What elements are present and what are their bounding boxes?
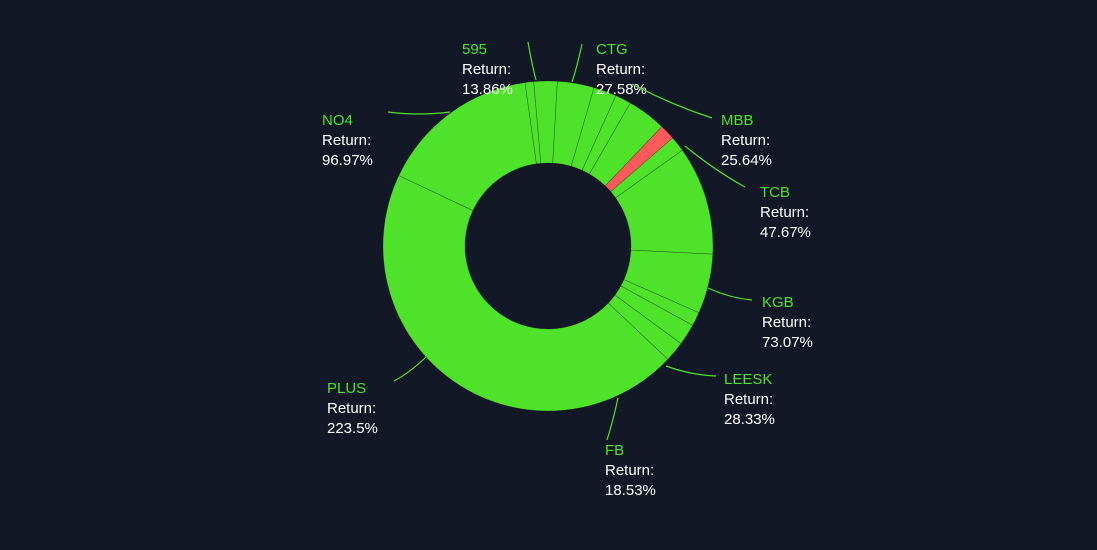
slice-label-fb: FB Return: 18.53% [605,442,656,499]
donut-slice-mbb[interactable] [570,87,617,171]
slice-name: LEESK [724,371,772,388]
return-value: 47.67% [760,224,811,241]
donut-slice-no4[interactable] [398,82,537,211]
leader-line-leesk [665,365,717,377]
donut-slice-leesk[interactable] [623,249,714,314]
slice-label-leesk: LEESK Return: 28.33% [724,371,775,428]
return-prefix: Return: [724,391,773,408]
leader-line-ctg [571,43,583,83]
leader-line-no4 [387,111,451,115]
slice-label-ctg: CTG Return: 27.58% [596,41,647,98]
donut-slice[interactable] [589,102,663,187]
slice-label-595: 595 Return: 13.86% [462,41,513,98]
return-value: 13.86% [462,81,513,98]
return-value: 25.64% [721,152,772,169]
return-prefix: Return: [605,462,654,479]
slice-name: FB [605,442,624,459]
donut-slice[interactable] [524,81,542,165]
return-prefix: Return: [596,61,645,78]
return-value: 27.58% [596,81,647,98]
leader-line-595 [527,41,537,81]
slice-name: PLUS [327,380,366,397]
return-prefix: Return: [762,314,811,331]
donut-slice[interactable] [614,285,694,345]
leader-line-mbb [631,83,713,119]
leader-line-tcb [684,145,746,188]
slice-name: MBB [721,112,754,129]
return-prefix: Return: [760,204,809,221]
slice-name: CTG [596,41,628,58]
slice-label-plus: PLUS Return: 223.5% [327,380,378,437]
return-value: 28.33% [724,411,775,428]
slice-name: 595 [462,41,487,58]
return-prefix: Return: [462,61,511,78]
return-value: 18.53% [605,482,656,499]
donut-slice-kgb[interactable] [615,149,714,255]
return-prefix: Return: [327,400,376,417]
leader-line-fb [606,397,619,441]
slice-label-mbb: MBB Return: 25.64% [721,112,772,169]
leader-line-kgb [707,287,753,301]
donut-slice-tcb[interactable] [604,126,674,193]
return-value: 223.5% [327,420,378,437]
slice-label-no4: NO4 Return: 96.97% [322,112,373,169]
donut-slice[interactable] [610,137,683,199]
donut-slice-plus[interactable] [382,175,669,412]
return-value: 73.07% [762,334,813,351]
slice-name: KGB [762,294,794,311]
return-prefix: Return: [721,132,770,149]
return-value: 96.97% [322,152,373,169]
slice-label-tcb: TCB Return: 47.67% [760,184,811,241]
donut-slice-fb[interactable] [607,294,682,360]
donut-slice-595[interactable] [533,80,558,164]
leader-line-plus [393,354,429,382]
slice-name: NO4 [322,112,353,129]
slice-name: TCB [760,184,790,201]
return-prefix: Return: [322,132,371,149]
slice-label-kgb: KGB Return: 73.07% [762,294,813,351]
